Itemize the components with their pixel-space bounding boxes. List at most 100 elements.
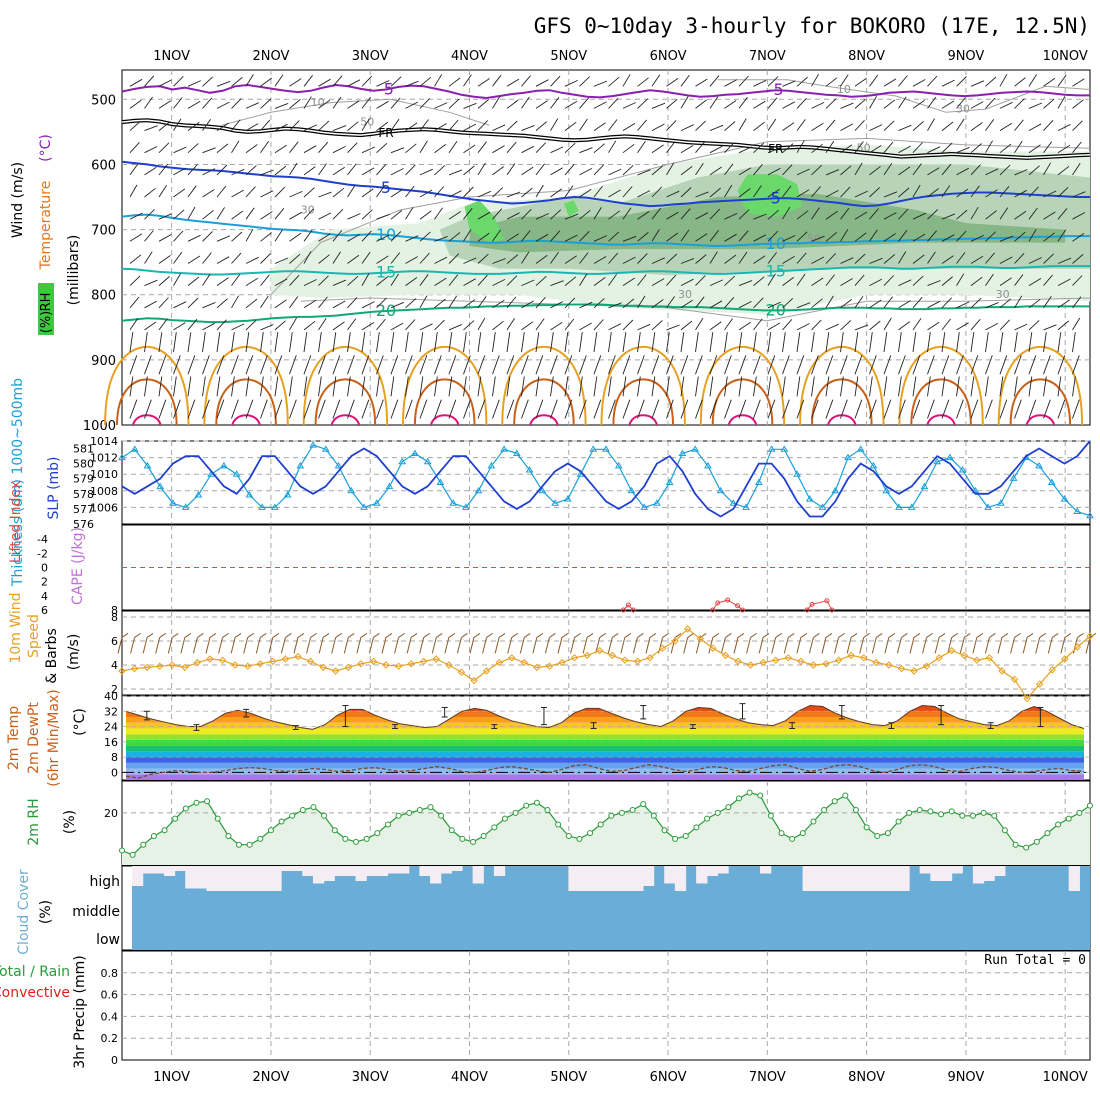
wind-barb	[129, 212, 143, 220]
wind-barb	[811, 399, 819, 419]
wind-barb	[999, 277, 1012, 286]
wind10m-barb-tick	[649, 632, 657, 638]
wind-barb	[289, 211, 302, 220]
wind-barb	[1043, 232, 1055, 242]
wind-barb	[492, 299, 505, 309]
wind-barb	[970, 122, 983, 131]
wind-barb	[564, 213, 579, 220]
wind-barb	[782, 355, 790, 375]
slp-point	[372, 499, 381, 506]
rh2m-point	[1033, 838, 1040, 845]
wind-barb	[231, 295, 239, 309]
wind10m-barb	[519, 637, 525, 654]
wind-barb	[260, 211, 273, 220]
wind-barb	[680, 355, 689, 375]
wind-barb	[448, 274, 459, 286]
wind-barb	[956, 376, 960, 397]
wind-barb	[782, 332, 786, 353]
wind-barb	[970, 101, 984, 109]
wind10m-speed-point	[281, 655, 290, 663]
wind-barb	[274, 186, 286, 198]
wind-barb	[724, 318, 733, 331]
wind-barb	[651, 186, 663, 198]
cloud-high-bar	[674, 866, 687, 891]
wind-barb	[956, 76, 967, 87]
wind-barb	[434, 123, 447, 131]
wind10m-barb	[255, 637, 261, 654]
wind-barb	[376, 121, 389, 131]
wind-barb	[898, 145, 912, 154]
rh2m-point	[863, 824, 870, 831]
wind-barb	[898, 96, 907, 109]
wind-barb	[593, 256, 607, 264]
cloud-high-bar	[664, 866, 676, 884]
wind-barb	[811, 277, 824, 286]
wind-barb	[1057, 355, 1066, 375]
slp-point	[130, 445, 139, 452]
wind-barb	[927, 75, 938, 87]
wind10m-barb-tick	[121, 632, 129, 638]
isotherm-label: 5	[381, 178, 391, 197]
wind-barb	[680, 278, 694, 287]
wind10m-speed-point	[168, 661, 176, 669]
wind-barb	[1043, 253, 1055, 264]
wind-barb	[318, 317, 327, 331]
wind-barb	[927, 280, 941, 287]
wind-barb	[622, 332, 627, 353]
wind-barb	[680, 74, 690, 87]
slp-point	[1047, 478, 1056, 485]
wind-barb	[927, 251, 936, 264]
wind10m-speed-point	[407, 660, 415, 668]
wind10m-barb-tick	[775, 632, 782, 638]
rh2m-point	[512, 809, 519, 816]
x-tick-label-top: 9NOV	[947, 49, 984, 64]
wind-barb	[985, 323, 999, 331]
wind-barb	[695, 78, 708, 87]
wind10m-speed-point	[596, 646, 604, 655]
warm-contour-25	[799, 345, 885, 426]
wind10m-barb	[695, 637, 701, 654]
wind-barb	[912, 318, 922, 331]
wind-barb	[463, 165, 475, 176]
wind-barb	[709, 124, 724, 132]
wind10m-speed-point	[306, 657, 315, 666]
wind10m-barb	[884, 637, 890, 654]
wind-barb	[129, 275, 141, 286]
wind-barb	[912, 296, 923, 309]
wind-barb	[506, 233, 519, 242]
x-tick-label-top: 8NOV	[848, 49, 885, 64]
wind10m-barb-tick	[247, 632, 254, 638]
wind-barb	[506, 254, 519, 264]
wind10m-speed-point	[885, 661, 893, 669]
wind-barb	[912, 121, 924, 131]
wind-barb	[216, 101, 230, 109]
wind10m-speed-point	[985, 654, 994, 662]
wind-barb	[608, 76, 620, 87]
wind-barb	[593, 355, 602, 375]
wind-barb	[245, 102, 259, 109]
wind-barb	[651, 355, 660, 375]
wind-barb	[941, 376, 946, 397]
y-tick-slp: 1008	[90, 485, 118, 498]
wind-barb	[680, 257, 695, 264]
wind-barb	[245, 298, 258, 309]
wind-barb	[637, 140, 646, 153]
wind-barb	[593, 122, 606, 131]
wind-barb	[187, 255, 201, 264]
wind-barb	[361, 399, 370, 419]
wind-barb	[347, 142, 358, 154]
wind-barb	[927, 355, 935, 375]
wind-barb	[405, 122, 418, 131]
wind-barb	[506, 163, 516, 176]
wind-barb	[1043, 274, 1053, 286]
wind10m-barb	[570, 637, 576, 654]
wind-barb	[492, 320, 504, 331]
wind10m-barb	[243, 637, 249, 654]
x-tick-label-bottom: 3NOV	[352, 1070, 389, 1085]
rh2m-point	[778, 830, 785, 837]
wind-barb	[724, 79, 738, 87]
slp-point	[805, 495, 814, 502]
y-label-temp2m: 2m Temp	[6, 706, 22, 770]
wind-barb	[303, 145, 317, 154]
wind-barb	[637, 332, 641, 353]
